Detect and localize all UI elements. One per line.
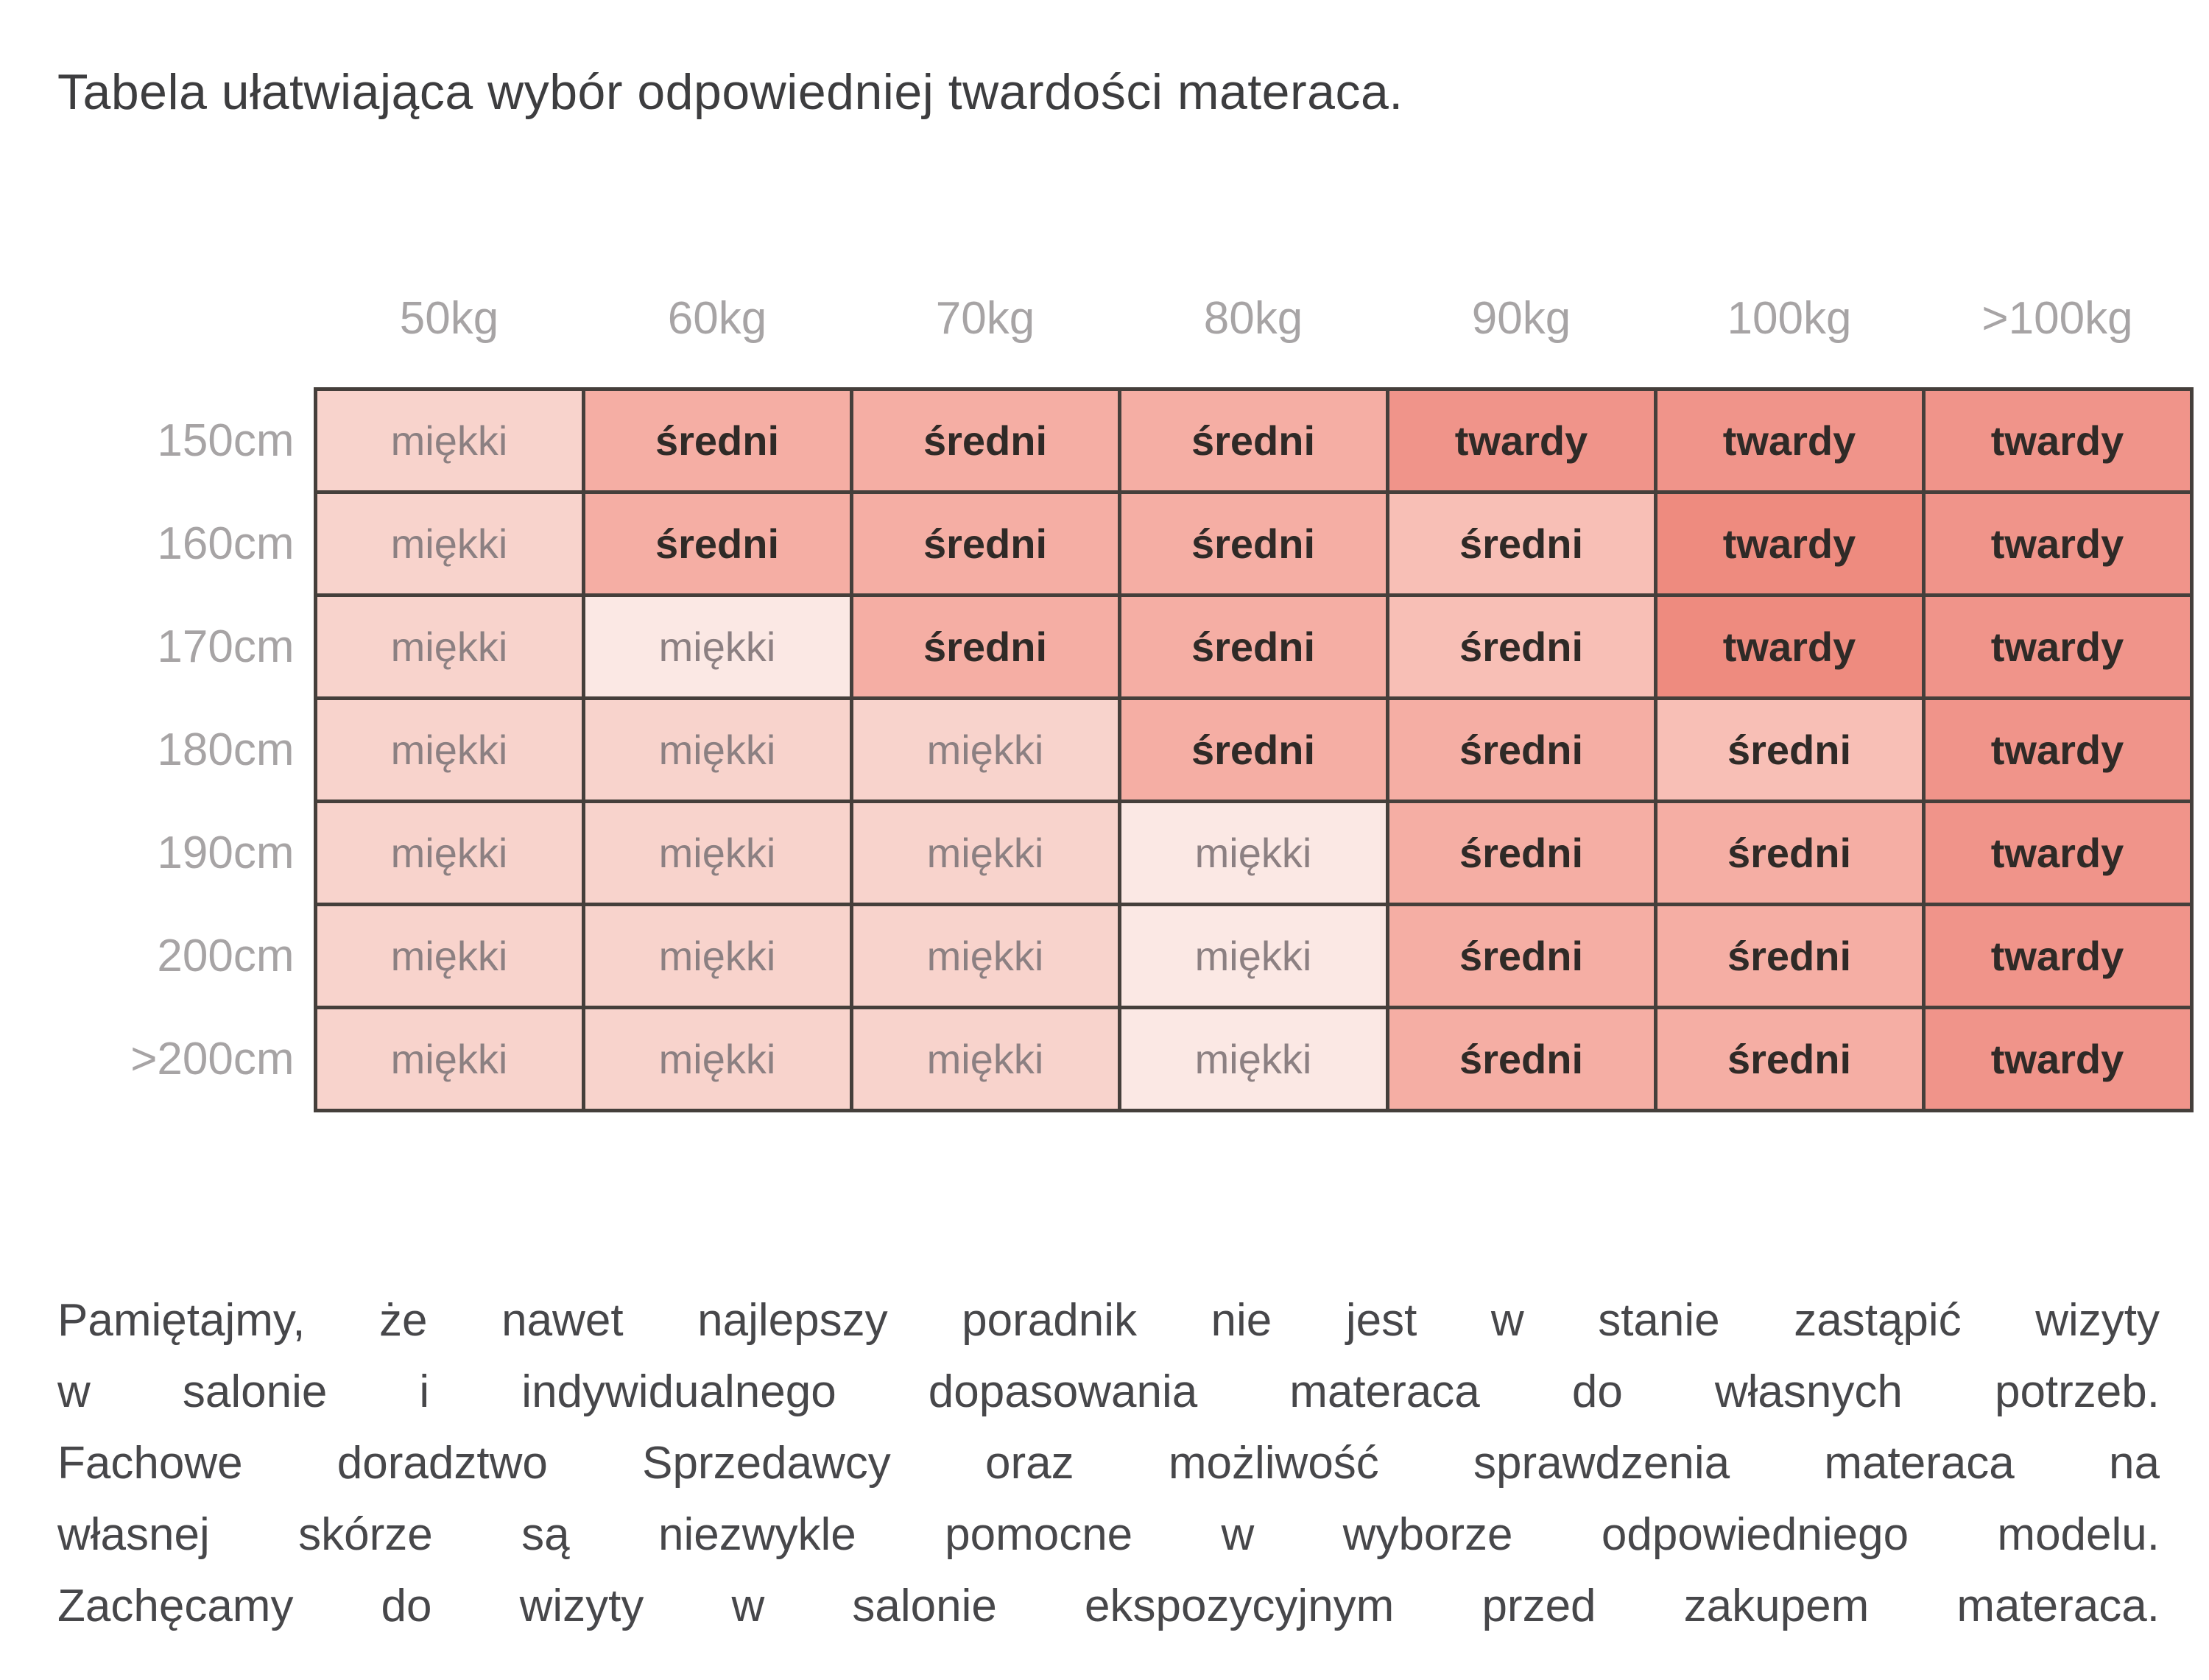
firmness-cell: miękki bbox=[581, 799, 853, 906]
firmness-table-header: 50kg 60kg 70kg 80kg 90kg 100kg >100kg bbox=[57, 234, 2191, 389]
height-row-header: 170cm bbox=[157, 621, 295, 672]
firmness-cell: miękki bbox=[313, 387, 585, 494]
firmness-cell: średni bbox=[849, 387, 1121, 494]
advice-paragraph: Pamiętajmy, że nawet najlepszy poradnik … bbox=[57, 1285, 2160, 1642]
table-row: 180cm miękki miękki miękki średni średni średn… bbox=[57, 696, 2194, 803]
firmness-cell: średni bbox=[1117, 387, 1389, 494]
firmness-cell: średni bbox=[581, 387, 853, 494]
firmness-cell: miękki bbox=[581, 1005, 853, 1112]
firmness-cell: twardy bbox=[1921, 799, 2194, 906]
firmness-cell: miękki bbox=[1117, 1005, 1389, 1112]
height-row-header: 180cm bbox=[157, 724, 295, 775]
firmness-cell: średni bbox=[1653, 799, 1926, 906]
firmness-cell: średni bbox=[1117, 593, 1389, 700]
firmness-cell: średni bbox=[1117, 696, 1389, 803]
table-corner-spacer bbox=[57, 234, 315, 389]
firmness-cell: miękki bbox=[581, 593, 853, 700]
firmness-cell: miękki bbox=[581, 696, 853, 803]
firmness-cell: miękki bbox=[313, 696, 585, 803]
firmness-cell: twardy bbox=[1921, 593, 2194, 700]
advice-paragraph-line: Pamiętajmy, że nawet najlepszy poradnik … bbox=[57, 1295, 2160, 1346]
firmness-cell: średni bbox=[1653, 696, 1926, 803]
firmness-cell: twardy bbox=[1921, 696, 2194, 803]
height-row-header: 150cm bbox=[157, 414, 295, 466]
firmness-cell: średni bbox=[1385, 490, 1657, 597]
firmness-cell: twardy bbox=[1653, 593, 1926, 700]
table-row: 200cm miękki miękki miękki miękki średni średn… bbox=[57, 902, 2194, 1009]
firmness-cell: średni bbox=[849, 593, 1121, 700]
advice-paragraph-line: Fachowe doradztwo Sprzedawcy oraz możliw… bbox=[57, 1438, 2160, 1489]
firmness-cell: twardy bbox=[1653, 387, 1926, 494]
weight-column-header: 90kg bbox=[1471, 292, 1571, 344]
firmness-cell: miękki bbox=[849, 696, 1121, 803]
firmness-cell: średni bbox=[1385, 1005, 1657, 1112]
weight-header-row: 50kg 60kg 70kg 80kg 90kg 100kg >100kg bbox=[57, 234, 2191, 389]
firmness-cell: twardy bbox=[1385, 387, 1657, 494]
advice-paragraph-line: własnej skórze są niezwykle pomocne w wy… bbox=[57, 1509, 2160, 1560]
firmness-cell: średni bbox=[1385, 696, 1657, 803]
firmness-cell: miękki bbox=[849, 1005, 1121, 1112]
weight-column-header: 80kg bbox=[1203, 292, 1303, 344]
height-row-header: 200cm bbox=[157, 930, 295, 981]
firmness-cell: miękki bbox=[313, 593, 585, 700]
firmness-cell: twardy bbox=[1921, 1005, 2194, 1112]
firmness-cell: twardy bbox=[1921, 387, 2194, 494]
firmness-cell: średni bbox=[1117, 490, 1389, 597]
firmness-cell: twardy bbox=[1921, 490, 2194, 597]
firmness-cell: miękki bbox=[581, 902, 853, 1009]
table-row: >200cm miękki miękki miękki miękki średni śred… bbox=[57, 1005, 2194, 1112]
weight-column-header: 100kg bbox=[1727, 292, 1852, 344]
weight-column-header: 70kg bbox=[935, 292, 1035, 344]
firmness-cell: miękki bbox=[313, 1005, 585, 1112]
weight-column-header: >100kg bbox=[1981, 292, 2133, 344]
firmness-table: 50kg 60kg 70kg 80kg 90kg 100kg >100kg 150cm mię… bbox=[57, 234, 2194, 1112]
firmness-cell: miękki bbox=[849, 799, 1121, 906]
firmness-table-body: 150cm miękki średni średni średni twardy tward… bbox=[57, 387, 2194, 1112]
firmness-cell: miękki bbox=[1117, 799, 1389, 906]
firmness-cell: miękki bbox=[313, 902, 585, 1009]
advice-paragraph-line: w salonie i indywidualnego dopasowania m… bbox=[57, 1366, 2160, 1417]
table-row: 190cm miękki miękki miękki miękki średni średn… bbox=[57, 799, 2194, 906]
table-row: 170cm miękki miękki średni średni średni tward… bbox=[57, 593, 2194, 700]
firmness-cell: miękki bbox=[1117, 902, 1389, 1009]
firmness-cell: średni bbox=[1653, 1005, 1926, 1112]
page-title: Tabela ułatwiająca wybór odpowiedniej tw… bbox=[57, 64, 1403, 120]
firmness-cell: średni bbox=[1653, 902, 1926, 1009]
height-row-header: >200cm bbox=[130, 1033, 295, 1084]
firmness-cell: średni bbox=[581, 490, 853, 597]
firmness-cell: średni bbox=[1385, 593, 1657, 700]
weight-column-header: 50kg bbox=[399, 292, 499, 344]
table-row: 150cm miękki średni średni średni twardy tward… bbox=[57, 387, 2194, 494]
height-row-header: 160cm bbox=[157, 518, 295, 569]
firmness-cell: miękki bbox=[313, 799, 585, 906]
firmness-cell: miękki bbox=[849, 902, 1121, 1009]
firmness-cell: średni bbox=[1385, 799, 1657, 906]
firmness-cell: twardy bbox=[1653, 490, 1926, 597]
firmness-cell: średni bbox=[1385, 902, 1657, 1009]
firmness-cell: średni bbox=[849, 490, 1121, 597]
height-row-header: 190cm bbox=[157, 827, 295, 878]
weight-column-header: 60kg bbox=[667, 292, 767, 344]
advice-paragraph-line: Zachęcamy do wizyty w salonie ekspozycyj… bbox=[57, 1581, 2160, 1631]
firmness-cell: twardy bbox=[1921, 902, 2194, 1009]
firmness-cell: miękki bbox=[313, 490, 585, 597]
table-row: 160cm miękki średni średni średni średni tward… bbox=[57, 490, 2194, 597]
